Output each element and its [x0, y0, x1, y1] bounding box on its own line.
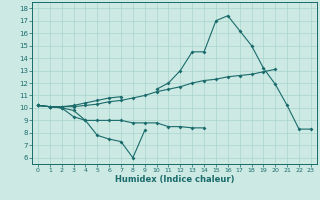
X-axis label: Humidex (Indice chaleur): Humidex (Indice chaleur)	[115, 175, 234, 184]
